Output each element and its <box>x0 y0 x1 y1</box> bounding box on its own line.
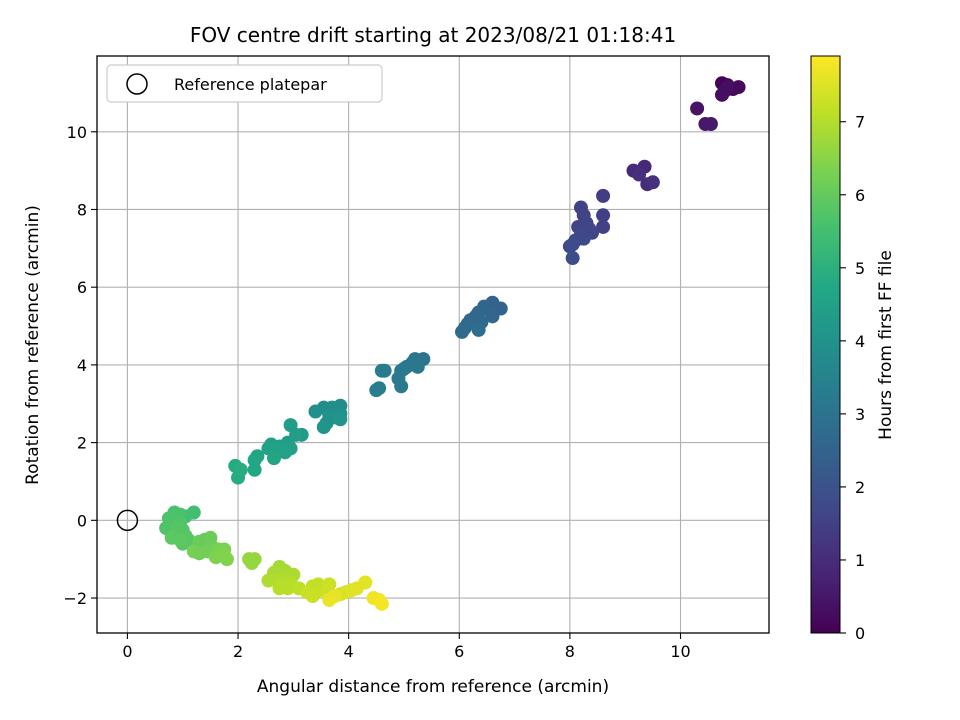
data-point <box>374 363 389 378</box>
data-point <box>280 581 295 596</box>
data-point <box>394 379 409 394</box>
data-point <box>596 219 611 234</box>
colorbar-label: Hours from first FF file <box>876 250 896 440</box>
y-tick-label: 2 <box>77 434 87 453</box>
legend-entry-reference-platepar: Reference platepar <box>174 75 327 94</box>
data-point <box>410 359 425 374</box>
grid-lines <box>97 56 769 633</box>
data-point <box>632 167 647 182</box>
legend-box <box>106 64 383 103</box>
x-tick-label: 2 <box>233 642 243 661</box>
data-point <box>233 462 248 477</box>
y-axis-label: Rotation from reference (arcmin) <box>23 205 43 485</box>
reference-platepar-marker <box>116 509 139 532</box>
data-point <box>690 101 705 116</box>
y-tick-label: 6 <box>77 278 87 297</box>
x-axis-label: Angular distance from reference (arcmin) <box>257 677 609 697</box>
data-point <box>247 462 262 477</box>
data-point <box>308 404 323 419</box>
data-point <box>244 556 259 571</box>
colorbar-tick-label: 1 <box>855 551 865 570</box>
data-point <box>565 251 580 266</box>
legend-marker-open-circle <box>126 73 148 95</box>
data-point <box>596 188 611 203</box>
data-point <box>305 589 320 604</box>
colorbar-tick-label: 3 <box>855 405 865 424</box>
data-point <box>266 451 281 466</box>
data-point <box>261 573 276 588</box>
data-point <box>369 383 384 398</box>
data-point <box>316 420 331 435</box>
colorbar-tick-label: 0 <box>855 624 865 643</box>
y-tick-label: 10 <box>67 123 87 142</box>
legend: Reference platepar <box>106 64 383 103</box>
data-point <box>645 175 660 190</box>
data-point <box>247 453 262 468</box>
colorbar-ticks: 0 1 2 3 4 5 6 7 <box>840 113 865 643</box>
data-point <box>455 324 470 339</box>
colorbar-tick-label: 7 <box>855 113 865 132</box>
colorbar-tick-label: 5 <box>855 259 865 278</box>
data-point <box>217 548 232 563</box>
x-tick-label: 4 <box>344 642 354 661</box>
data-point <box>374 596 389 611</box>
colorbar-tick-label: 4 <box>855 332 865 351</box>
data-point <box>731 80 746 95</box>
x-tick-label: 8 <box>565 642 575 661</box>
y-tick-label: 4 <box>77 356 87 375</box>
data-points <box>116 76 746 611</box>
data-point <box>471 322 486 337</box>
data-point <box>333 412 348 427</box>
axis-ticks: 0 2 4 6 8 10 −2 0 2 4 6 8 10 <box>63 123 690 661</box>
data-point <box>322 592 337 607</box>
data-point <box>485 309 500 324</box>
y-tick-label: 0 <box>77 511 87 530</box>
chart-title: FOV centre drift starting at 2023/08/21 … <box>190 23 676 47</box>
colorbar-gradient <box>810 55 841 634</box>
colorbar-tick-label: 2 <box>855 478 865 497</box>
data-point <box>358 575 373 590</box>
x-tick-label: 6 <box>454 642 464 661</box>
data-point <box>283 418 298 433</box>
data-point <box>720 80 735 95</box>
data-point <box>565 237 580 252</box>
data-point <box>172 532 187 547</box>
y-tick-label: 8 <box>77 200 87 219</box>
plot-frame <box>96 55 770 634</box>
x-tick-label: 0 <box>122 642 132 661</box>
x-tick-label: 10 <box>670 642 690 661</box>
data-point <box>596 208 611 223</box>
colorbar-tick-label: 6 <box>855 186 865 205</box>
data-point <box>703 116 718 131</box>
data-point <box>186 544 201 559</box>
y-tick-label: −2 <box>63 589 87 608</box>
colorbar: 0 1 2 3 4 5 6 7 Hours from first FF file <box>810 55 896 643</box>
